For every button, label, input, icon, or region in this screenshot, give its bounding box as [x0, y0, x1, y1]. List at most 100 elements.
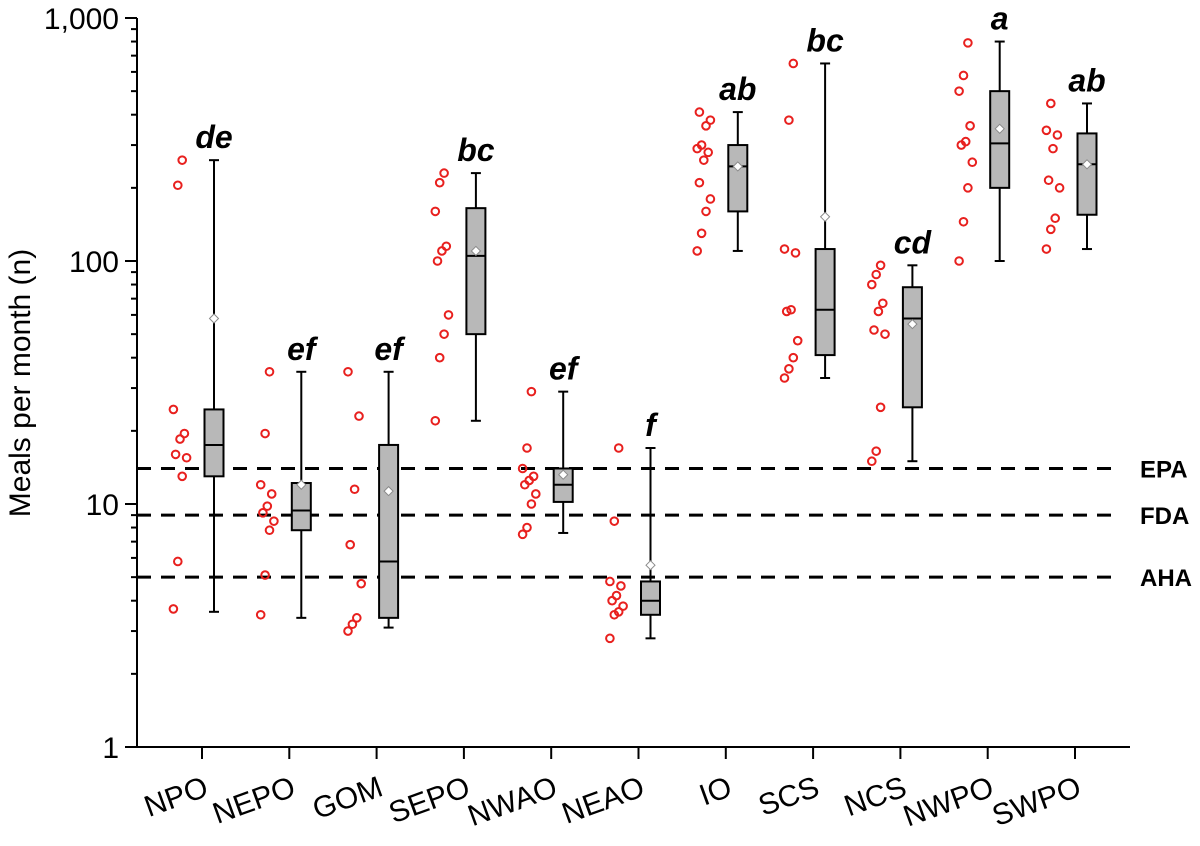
- data-point-swpo: [1054, 183, 1065, 193]
- data-point-io: [692, 246, 703, 256]
- data-point-neao: [618, 601, 628, 611]
- group-label-scs: bc: [806, 22, 844, 58]
- mean-marker-ncs: [907, 318, 918, 330]
- data-point-io: [705, 115, 716, 125]
- data-point-ncs: [867, 279, 877, 290]
- data-point-nwao: [526, 386, 537, 397]
- category-label-nepo: NEPO: [209, 771, 300, 831]
- data-point-nepo: [264, 366, 275, 377]
- data-point-nwao: [517, 463, 528, 474]
- data-point-scs: [786, 304, 796, 315]
- box-scs: [814, 248, 836, 357]
- mean-marker-nepo: [296, 479, 307, 490]
- data-point-ncs: [880, 329, 890, 339]
- data-point-sepo: [439, 168, 449, 178]
- mean-marker-nwao: [557, 469, 569, 480]
- box-swpo: [1076, 132, 1098, 216]
- y-tick-label: 1,000: [44, 3, 119, 36]
- data-point-nepo: [260, 428, 270, 439]
- data-point-sepo: [434, 177, 445, 188]
- data-point-nwpo: [967, 157, 978, 168]
- box-nepo: [290, 482, 312, 532]
- data-point-io: [701, 206, 711, 217]
- data-point-gom: [343, 626, 353, 636]
- data-point-sepo: [441, 241, 452, 252]
- box-npo: [203, 408, 225, 478]
- mean-marker-gom: [383, 485, 394, 497]
- group-label-io: ab: [719, 71, 756, 107]
- reference-label-fda: FDA: [1140, 503, 1189, 530]
- data-point-gom: [347, 619, 358, 630]
- data-point-scs: [779, 373, 790, 383]
- category-label-npo: NPO: [140, 771, 212, 824]
- data-point-neao: [616, 581, 626, 591]
- data-point-nepo: [260, 570, 270, 580]
- data-point-nwpo: [954, 256, 964, 266]
- data-point-sepo: [437, 246, 447, 256]
- data-point-nepo: [262, 501, 273, 511]
- data-point-swpo: [1046, 98, 1056, 109]
- y-tick-label: 1: [102, 732, 119, 765]
- data-point-nepo: [269, 516, 279, 526]
- data-point-npo: [177, 155, 187, 165]
- data-point-swpo: [1041, 125, 1052, 136]
- data-point-ncs: [869, 325, 879, 335]
- data-point-sepo: [430, 415, 441, 426]
- data-point-swpo: [1048, 143, 1058, 154]
- mean-marker-nwpo: [994, 123, 1005, 134]
- data-point-npo: [173, 180, 183, 191]
- category-label-nwao: NWAO: [464, 771, 562, 834]
- data-point-io: [694, 107, 705, 117]
- data-point-nwao: [531, 489, 541, 499]
- data-point-swpo: [1043, 175, 1054, 186]
- data-point-gom: [356, 578, 367, 589]
- data-point-swpo: [1052, 130, 1063, 140]
- data-point-ncs: [878, 298, 888, 309]
- data-point-io: [703, 147, 714, 158]
- data-point-gom: [345, 539, 356, 550]
- data-point-scs: [781, 306, 792, 317]
- box-ncs: [901, 286, 923, 409]
- mean-marker-swpo: [1081, 159, 1093, 170]
- group-label-nepo: ef: [287, 331, 319, 367]
- mean-marker-npo: [208, 313, 220, 324]
- data-point-nwpo: [965, 121, 975, 131]
- data-point-ncs: [867, 456, 877, 467]
- box-neao: [640, 580, 661, 616]
- data-point-sepo: [439, 329, 449, 339]
- data-point-gom: [352, 613, 362, 623]
- data-point-sepo: [432, 256, 443, 266]
- data-point-nwao: [522, 522, 532, 533]
- data-point-nepo: [255, 609, 266, 620]
- data-point-npo: [173, 556, 183, 567]
- data-point-gom: [354, 411, 364, 421]
- group-label-nwao: ef: [549, 351, 581, 387]
- data-point-scs: [788, 58, 799, 69]
- data-point-nwpo: [963, 183, 973, 193]
- box-gom: [378, 443, 400, 619]
- data-point-neao: [609, 516, 620, 526]
- reference-label-epa: EPA: [1140, 456, 1188, 483]
- data-point-swpo: [1046, 224, 1056, 235]
- data-point-neao: [605, 576, 615, 587]
- category-label-sepo: SEPO: [385, 771, 475, 831]
- data-point-scs: [784, 115, 794, 125]
- category-label-neao: NEAO: [558, 771, 649, 831]
- data-point-neao: [613, 443, 624, 453]
- data-point-sepo: [443, 310, 454, 320]
- category-label-scs: SCS: [754, 771, 823, 823]
- mean-marker-sepo: [470, 245, 482, 257]
- data-point-scs: [779, 244, 790, 254]
- data-point-ncs: [873, 306, 884, 317]
- data-point-nwpo: [958, 216, 969, 227]
- data-point-nwpo: [960, 136, 971, 147]
- data-point-nepo: [258, 507, 268, 518]
- data-point-npo: [179, 428, 190, 439]
- data-point-io: [705, 194, 716, 204]
- data-point-nwpo: [958, 70, 969, 81]
- category-label-ncs: NCS: [840, 771, 911, 824]
- data-point-npo: [168, 604, 179, 614]
- data-point-scs: [790, 248, 801, 258]
